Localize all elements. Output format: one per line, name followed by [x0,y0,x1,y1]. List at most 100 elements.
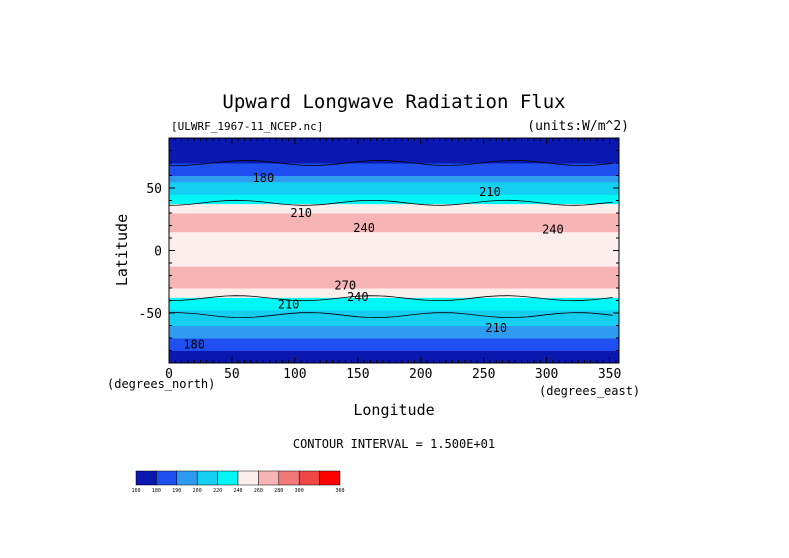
chart-subtitle-file: [ULWRF_1967-11_NCEP.nc] [171,120,323,133]
field-band [169,263,619,267]
colorbar-swatch [237,470,259,486]
field-band [169,163,619,167]
field-band [169,281,619,286]
field-band [169,288,619,292]
field-band [169,200,619,205]
contour-label: 240 [542,222,564,236]
field-band [169,322,619,326]
colorbar-label: 260 [254,488,263,494]
field-band [169,359,619,363]
field-band [169,313,619,317]
plot-area [169,138,619,363]
colorbar-swatch [135,470,157,486]
field-band [169,150,619,155]
contour-label: 210 [278,297,300,311]
field-band [169,225,619,230]
contour-interval-note: CONTOUR INTERVAL = 1.500E+01 [293,437,495,451]
field-band [169,188,619,192]
field-band [169,175,619,180]
colorbar-swatch [196,470,218,486]
field-band [169,166,619,170]
field-band [169,306,619,311]
y-axis-label: Latitude [113,214,131,286]
x-axis-label: Longitude [353,401,434,419]
colorbar-label: 240 [233,488,242,494]
chart-title: Upward Longwave Radiation Flux [222,91,565,113]
colorbar-swatch [319,470,341,486]
field-band [169,138,619,142]
field-band [169,253,619,258]
field-band [169,256,619,261]
field-band [169,338,619,342]
y-axis-ticks: -50 0 50 [139,137,619,364]
contour-label: 210 [485,321,507,335]
colorbar-swatch [156,470,178,486]
x-tick-label: 300 [535,367,558,382]
field-band [169,159,619,164]
field-band [169,206,619,211]
y-tick-label: -50 [139,307,162,322]
field-band [169,156,619,161]
x-tick-label: 50 [224,367,240,382]
field-band [169,247,619,251]
field-band [169,172,619,176]
colorbar-label: 360 [335,488,344,494]
contour-lines [169,160,613,319]
contour-label: 270 [334,279,356,293]
contour-label: 180 [183,337,205,351]
field-band [169,244,619,248]
field-band [169,300,619,305]
colorbar-label: 200 [193,488,202,494]
x-tick-label: 350 [598,367,621,382]
field-band [169,219,619,223]
x-tick-label: 0 [165,367,173,382]
contour-label: 210 [479,185,501,199]
field-band [169,141,619,145]
colorbar-label: 220 [213,488,222,494]
colorbar: 160 180 190 200 220 240 260 280 300 360 [131,470,345,494]
field-band [169,328,619,333]
field-band [169,294,619,298]
colorbar-label: 280 [274,488,283,494]
colorbar-label: 190 [172,488,181,494]
field-band [169,203,619,208]
field-band [169,209,619,214]
field-band [169,297,619,301]
contour-line [169,312,613,319]
colorbar-swatch [258,470,280,486]
field-band [169,291,619,295]
y-axis-unit-label: (degrees_north) [107,377,215,391]
contour-label: 210 [290,206,312,220]
field-band [169,228,619,233]
field-band [169,269,619,273]
field-band [169,284,619,289]
colorbar-swatch [298,470,320,486]
contour-line [169,160,613,166]
x-axis-unit-label: (degrees_east) [539,384,640,398]
field-band [169,316,619,320]
field-band [169,334,619,339]
y-tick-label: 0 [154,245,162,260]
colorbar-label: 160 [131,488,140,494]
x-tick-label: 100 [283,367,306,382]
contour-label: 240 [347,290,369,304]
field-band [169,191,619,195]
field-band [169,216,619,220]
x-tick-label: 250 [472,367,495,382]
field-band [169,350,619,355]
field-band [169,144,619,148]
field-band [169,181,619,186]
field-band [169,184,619,189]
x-tick-label: 150 [346,367,369,382]
x-tick-label: 200 [409,367,432,382]
field-band [169,347,619,351]
field-band [169,341,619,345]
field-band [169,213,619,217]
colorbar-label: 180 [152,488,161,494]
colorbar-swatch [217,470,239,486]
field-band [169,331,619,336]
colorbar-swatch [176,470,198,486]
field-band [169,259,619,264]
